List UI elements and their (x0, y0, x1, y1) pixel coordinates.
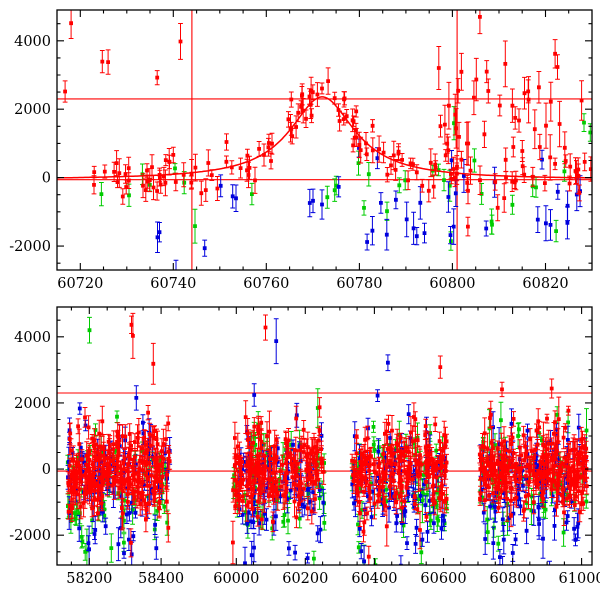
x-tick-label: 60800 (429, 276, 475, 292)
y-tick-label: 2000 (14, 102, 51, 118)
reference-lines (57, 10, 592, 270)
y-tick-label: 2000 (14, 396, 51, 412)
x-tick-label: 58200 (66, 571, 112, 587)
x-tick-label: 60720 (57, 276, 103, 292)
data-points (57, 10, 592, 270)
y-tick-label: 4000 (14, 34, 51, 50)
x-tick-label: 60000 (213, 571, 259, 587)
model-curve (57, 96, 592, 179)
y-tick-label: 0 (42, 462, 51, 478)
x-tick-label: 60400 (351, 571, 397, 587)
x-tick-label: 60200 (282, 571, 328, 587)
x-tick-label: 60800 (490, 571, 536, 587)
red-points (66, 322, 172, 545)
red-points (231, 325, 326, 545)
red-points (436, 15, 584, 229)
tick-marks (57, 10, 592, 270)
x-tick-label: 61000 (559, 571, 600, 587)
blue-points (365, 156, 582, 244)
red-points (350, 365, 449, 559)
x-tick-label: 58400 (138, 571, 184, 587)
green-points (231, 406, 327, 561)
red-error-bars (436, 10, 584, 237)
x-tick-label: 60740 (150, 276, 196, 292)
y-tick-label: 4000 (14, 330, 51, 346)
x-tick-label: 60600 (420, 571, 466, 587)
x-tick-label: 60820 (522, 276, 568, 292)
x-tick-label: 60780 (336, 276, 382, 292)
data-points (65, 312, 590, 565)
y-tick-label: -2000 (9, 528, 51, 544)
panel-top: 60720 60740 60760 60780 60800 60820 -2000 0 2000… (9, 9, 593, 292)
y-tick-label: 0 (42, 171, 51, 187)
red-points (63, 21, 183, 94)
red-error-bars (62, 10, 183, 103)
tick-marks (57, 307, 592, 565)
blue-points (236, 339, 326, 565)
x-tick-label: 60760 (243, 276, 289, 292)
red-points (92, 79, 592, 199)
axes-frame (56, 9, 593, 271)
panel-bottom: 58200 58400 60000 60200 60400 60600 60800 61000… (9, 306, 600, 587)
red-points (477, 386, 589, 518)
y-tick-label: -2000 (9, 239, 51, 255)
red-points (155, 75, 160, 80)
